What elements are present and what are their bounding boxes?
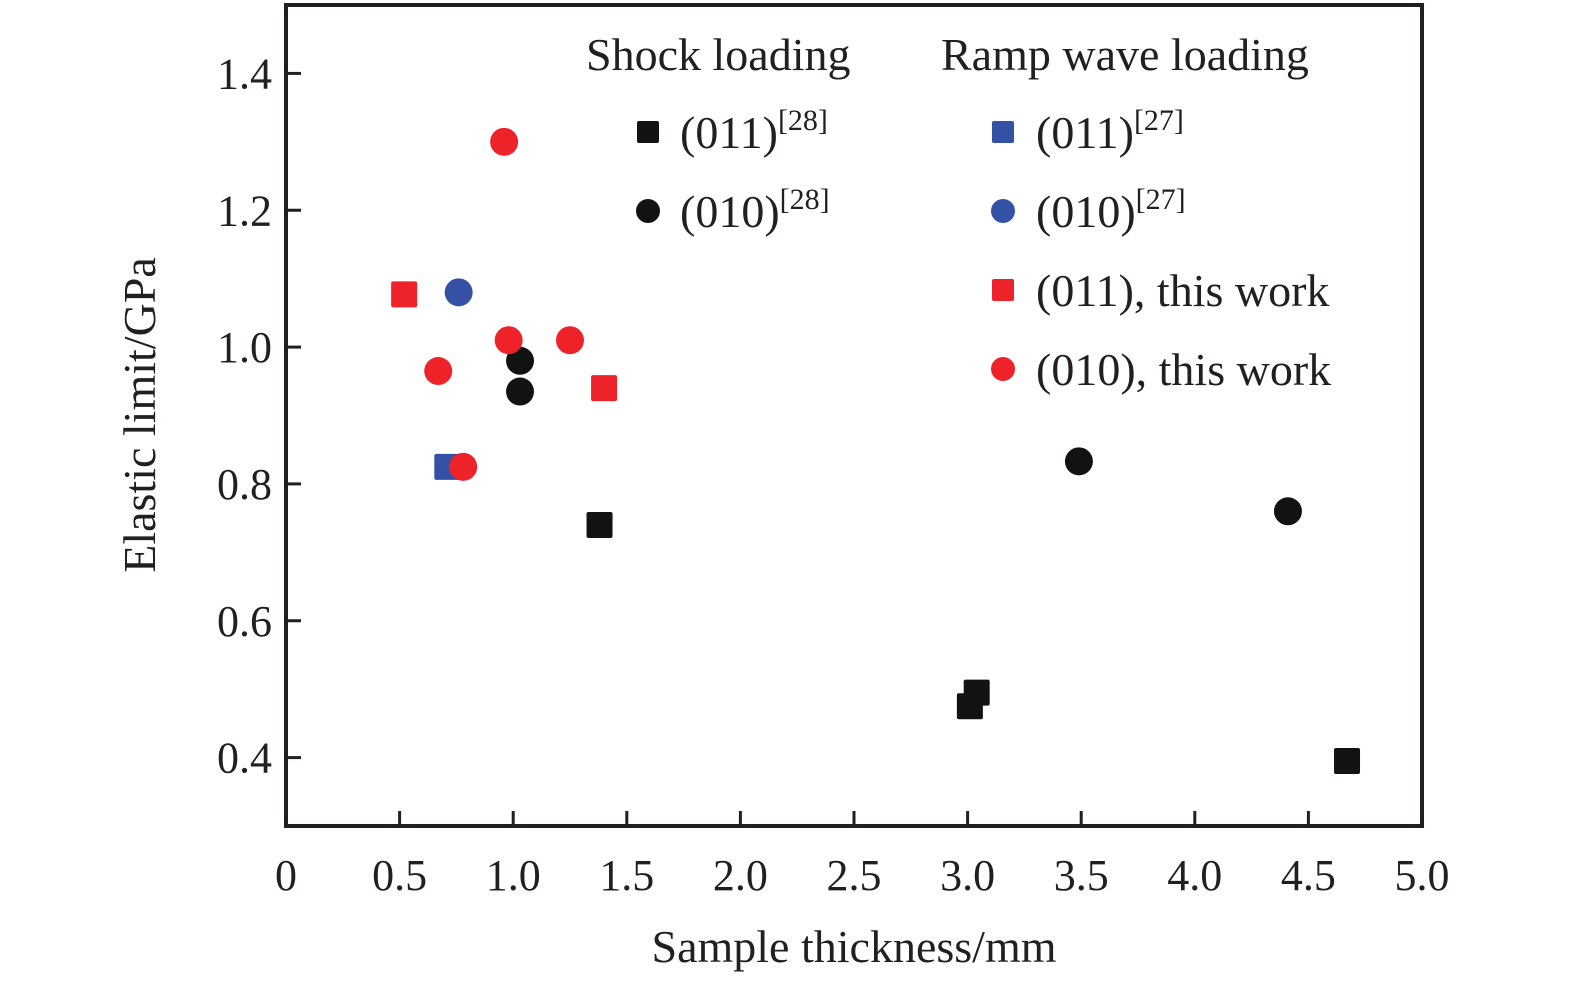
data-point-square	[956, 693, 983, 720]
series-0	[586, 511, 1361, 775]
x-tick-label: 2.5	[827, 851, 882, 900]
x-tick-label: 1.5	[599, 851, 654, 900]
legend-group-heading: Ramp wave loading	[941, 29, 1309, 80]
y-tick-label: 0.8	[217, 460, 272, 509]
legend-label-text: (010), this work	[1036, 344, 1331, 395]
legend-label-text: (011)	[680, 107, 778, 158]
x-tick-label: 3.0	[940, 851, 995, 900]
legend-entry: (011)[28]	[637, 104, 828, 158]
series-4	[391, 281, 618, 402]
data-point-circle	[449, 452, 478, 481]
data-point-circle	[444, 278, 473, 307]
legend: Shock loading(011)[28](010)[28]Ramp wave…	[586, 29, 1331, 395]
data-point-square	[391, 281, 418, 308]
plot-frame	[284, 3, 1424, 828]
y-tick-label: 1.4	[217, 49, 272, 98]
x-tick-label: 4.0	[1167, 851, 1222, 900]
legend-entry: (011), this work	[992, 265, 1329, 316]
plot-border	[284, 3, 1424, 828]
legend-reference: [28]	[778, 104, 828, 137]
y-tick-label: 1.2	[217, 186, 272, 235]
series-3	[444, 278, 473, 307]
data-point-circle	[506, 346, 535, 375]
legend-marker-square	[992, 121, 1014, 143]
series-1	[506, 346, 1302, 526]
x-tick-label: 3.5	[1054, 851, 1109, 900]
legend-label: (010), this work	[1036, 344, 1331, 395]
x-axis-ticks: 0 0.5 1.0 1.5 2.0 2.5 3.0 3.5 4.0 4.5 5.0	[275, 811, 1450, 900]
x-tick-label: 2.0	[713, 851, 768, 900]
x-axis-label: Sample thickness/mm	[651, 921, 1056, 972]
legend-marker-circle	[636, 199, 660, 223]
legend-label-text: (011), this work	[1036, 265, 1329, 316]
data-point-circle	[424, 357, 453, 386]
data-point-circle	[506, 377, 535, 406]
legend-marker-circle	[991, 199, 1015, 223]
data-point-circle	[556, 326, 584, 355]
legend-label: (011)[27]	[1036, 104, 1184, 158]
legend-label-text: (011)	[1036, 107, 1134, 158]
x-tick-label: 1.0	[486, 851, 541, 900]
x-tick-label: 4.5	[1281, 851, 1336, 900]
legend-marker-circle	[991, 357, 1015, 381]
y-axis-label: Elastic limit/GPa	[114, 257, 165, 573]
data-point-circle	[1273, 497, 1302, 526]
legend-label: (011), this work	[1036, 265, 1329, 316]
legend-reference: [27]	[1134, 104, 1184, 137]
x-tick-label: 0	[275, 851, 297, 900]
legend-entry: (011)[27]	[992, 104, 1184, 158]
legend-reference: [27]	[1136, 183, 1186, 216]
data-point-circle	[1064, 447, 1093, 476]
legend-label: (010)[27]	[1036, 183, 1186, 237]
legend-reference: [28]	[780, 183, 830, 216]
y-tick-label: 1.0	[217, 323, 272, 372]
y-tick-label: 0.4	[217, 734, 272, 783]
legend-label: (011)[28]	[680, 104, 828, 158]
data-point-square	[1334, 748, 1361, 775]
x-tick-label: 5.0	[1395, 851, 1450, 900]
data-point-circle	[494, 326, 523, 355]
legend-marker-square	[637, 121, 659, 143]
series-5	[424, 127, 584, 481]
legend-marker-square	[992, 279, 1014, 301]
legend-entry: (010)[28]	[636, 183, 830, 237]
data-points	[391, 127, 1361, 775]
data-point-square	[591, 375, 618, 402]
legend-entry: (010), this work	[991, 344, 1331, 395]
data-point-circle	[490, 127, 519, 156]
legend-label-text: (010)	[1036, 186, 1136, 237]
legend-label: (010)[28]	[680, 183, 830, 237]
legend-entry: (010)[27]	[991, 183, 1186, 237]
x-tick-label: 0.5	[372, 851, 427, 900]
y-tick-label: 0.6	[217, 597, 272, 646]
legend-group-heading: Shock loading	[586, 29, 850, 80]
legend-label-text: (010)	[680, 186, 780, 237]
data-point-square	[586, 511, 613, 538]
y-axis-ticks: 0.4 0.6 0.8 1.0 1.2 1.4	[217, 49, 301, 783]
